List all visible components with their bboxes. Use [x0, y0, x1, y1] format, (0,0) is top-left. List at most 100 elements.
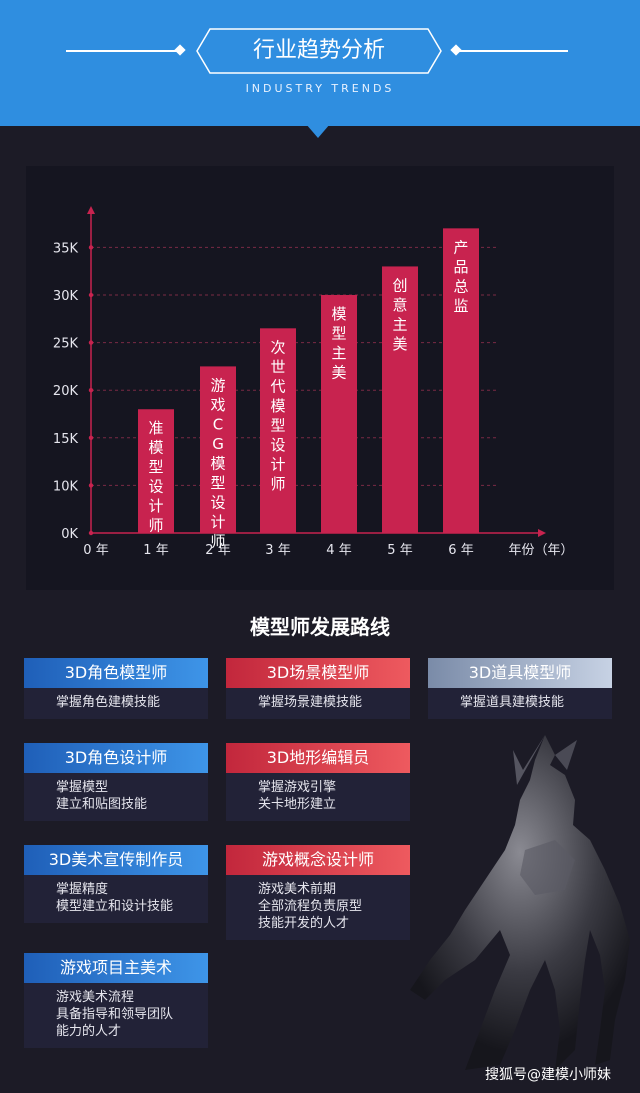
x-tick-label: 5 年 [387, 543, 412, 558]
bar-label-char: 设 [210, 493, 225, 511]
title-frame: 行业趋势分析 [196, 28, 442, 74]
bar [321, 295, 357, 533]
bar [260, 328, 296, 533]
watermark: 搜狐号@建模小师妹 [485, 1067, 611, 1083]
y-tick-label: 10K [53, 479, 79, 494]
roadmap-card: 游戏项目主美术游戏美术流程 具备指导和领导团队 能力的人才 [24, 953, 208, 1048]
roadmap-card-desc: 掌握模型 建立和贴图技能 [56, 780, 148, 812]
y-tick-label: 20K [53, 384, 79, 399]
roadmap-card: 3D道具模型师掌握道具建模技能 [428, 658, 612, 719]
bar-label-char: 师 [148, 517, 163, 535]
bar-label-char: 师 [270, 475, 285, 493]
x-tick-label: 3 年 [265, 543, 290, 558]
roadmap-card: 游戏概念设计师游戏美术前期 全部流程负责原型 技能开发的人才 [226, 845, 410, 940]
bar-label-char: 世 [270, 358, 285, 376]
bar-label-char: 次 [270, 338, 285, 356]
header-banner: 行业趋势分析 INDUSTRY TRENDS [0, 0, 640, 126]
bar-label-char: 型 [148, 458, 163, 476]
bar-label-char: 模 [148, 439, 163, 457]
bar-label-char: 戏 [210, 396, 225, 414]
x-tick-label: 1 年 [143, 543, 168, 558]
header-pointer [306, 124, 330, 138]
x-tick-label: 6 年 [448, 543, 473, 558]
bar-label-char: C [213, 415, 223, 433]
header-diamond-right [450, 44, 462, 56]
y-tick-label: 30K [53, 289, 79, 304]
title-frame-outline [196, 28, 442, 74]
roadmap-title: 模型师发展路线 [250, 615, 390, 639]
x-axis-title: 年份（年） [508, 543, 573, 558]
bar-label-char: 主 [392, 315, 407, 333]
bar-label-char: 总 [453, 277, 468, 295]
roadmap-card-desc: 掌握道具建模技能 [460, 695, 565, 710]
bar-label-char: 模 [331, 305, 346, 323]
roadmap-card: 3D美术宣传制作员 掌握精度 模型建立和设计技能 [24, 845, 208, 923]
bar-label-char: 计 [210, 513, 225, 531]
y-tick-marker [88, 435, 94, 440]
y-tick-marker [88, 292, 94, 298]
roadmap-card-title: 3D美术宣传制作员 [24, 845, 208, 875]
bar-label-char: 监 [453, 297, 468, 315]
header-line-left [66, 50, 180, 52]
bar [443, 228, 479, 534]
roadmap-card-desc: 掌握角色建模技能 [56, 695, 161, 710]
y-tick-label: 15K [53, 432, 79, 447]
salary-chart: 0K 10K 15K 20K 25K 30K 35K 0 年 1 年 2 年 3 年 4 年 5 年 6 … [53, 206, 574, 558]
y-tick-label: 25K [53, 337, 79, 352]
bar-label-char: 型 [331, 325, 346, 343]
bar [382, 266, 418, 533]
page-title: 行业趋势分析 [252, 38, 385, 63]
bar-label-char: 计 [148, 497, 163, 515]
bar-label-char: 代 [270, 377, 285, 395]
roadmap-card: 3D地形编辑员掌握游戏引擎 关卡地形建立 [226, 743, 410, 821]
bar-label-char: 型 [270, 416, 285, 434]
x-tick-label: 4 年 [326, 543, 351, 558]
y-tick-marker [88, 245, 94, 250]
x-tick-label: 2 年 [205, 543, 230, 558]
header-diamond-left [174, 44, 186, 56]
y-tick-marker [88, 340, 94, 345]
roadmap-card-desc: 游戏美术流程 具备指导和领导团队 能力的人才 [56, 990, 174, 1039]
y-tick-marker [88, 483, 94, 488]
roadmap-card-title: 游戏概念设计师 [226, 845, 410, 875]
bar-label-char: 产 [453, 238, 468, 256]
y-axis-arrow [87, 206, 95, 214]
x-axis-arrow [538, 529, 546, 537]
bar-label-char: 创 [392, 276, 407, 294]
roadmap-card-title: 3D场景模型师 [226, 658, 410, 688]
x-tick-label: 0 年 [83, 543, 108, 558]
bar-label-char: 美 [331, 364, 346, 382]
bar-label-char: 设 [148, 478, 163, 496]
bar-label-char: 型 [210, 474, 225, 492]
bar [138, 409, 174, 533]
bar-label-char: 准 [148, 419, 163, 437]
bar-label-char: 意 [392, 296, 407, 314]
bar-label-char: 主 [331, 344, 346, 362]
bar-label-char: 模 [270, 397, 285, 415]
roadmap-card-title: 3D角色设计师 [24, 743, 208, 773]
roadmap-card-desc: 游戏美术前期 全部流程负责原型 技能开发的人才 [258, 882, 363, 931]
roadmap-card-title: 3D地形编辑员 [226, 743, 410, 773]
roadmap-card: 3D角色设计师掌握模型 建立和贴图技能 [24, 743, 208, 821]
roadmap-card-desc: 掌握场景建模技能 [258, 695, 363, 710]
page-subtitle: INDUSTRY TRENDS [245, 82, 395, 95]
bar-label-char: G [212, 435, 224, 453]
bar-label-char: 模 [210, 454, 225, 472]
bar-label-char: 师 [210, 532, 225, 550]
bar-label-char: 计 [270, 455, 285, 473]
roadmap-card-title: 游戏项目主美术 [24, 953, 208, 983]
roadmap-card-title: 3D角色模型师 [24, 658, 208, 688]
y-tick-marker [88, 530, 94, 536]
roadmap-card-title: 3D道具模型师 [428, 658, 612, 688]
bar [200, 366, 236, 533]
salary-chart-panel: 0K 10K 15K 20K 25K 30K 35K 0 年 1 年 2 年 3 年 4 年 5 年 6 … [26, 166, 614, 590]
roadmap-card: 3D角色模型师掌握角色建模技能 [24, 658, 208, 719]
bar-label-char: 品 [453, 258, 468, 276]
y-tick-label: 0K [61, 527, 78, 542]
character-figure-image [410, 735, 630, 1070]
y-tick-marker [88, 388, 94, 393]
roadmap-card-desc: 掌握精度 模型建立和设计技能 [56, 882, 174, 914]
bar-label-char: 美 [392, 335, 407, 353]
roadmap-card-desc: 掌握游戏引擎 关卡地形建立 [258, 780, 337, 812]
header-line-right [458, 50, 568, 52]
